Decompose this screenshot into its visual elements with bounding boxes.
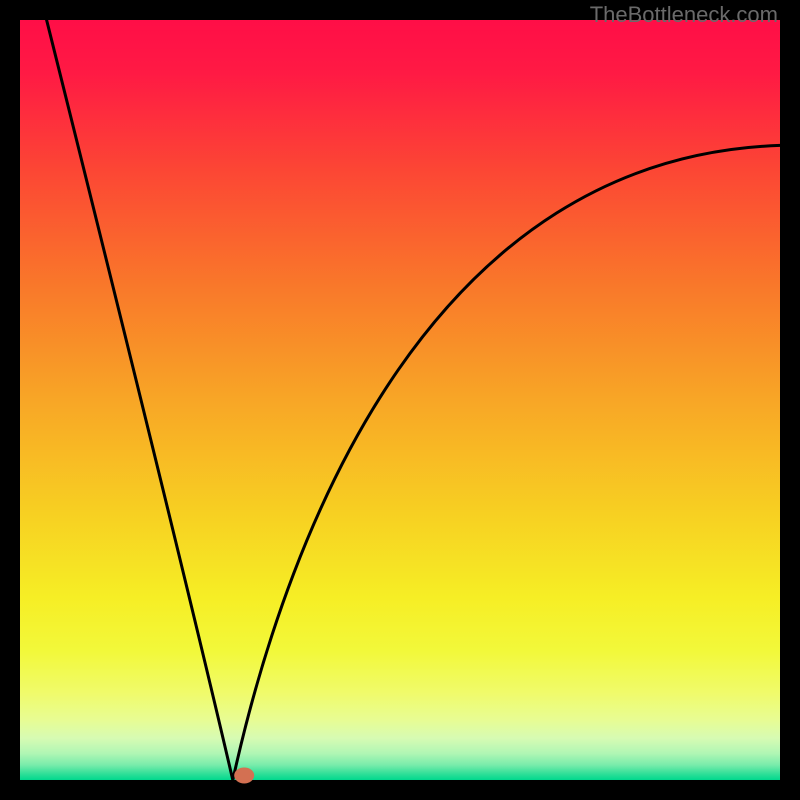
chart-stage: TheBottleneck.com: [0, 0, 800, 800]
watermark-text: TheBottleneck.com: [590, 2, 778, 28]
chart-gradient-background: [20, 20, 780, 780]
bottleneck-chart: [0, 0, 800, 800]
optimal-point-marker: [234, 767, 254, 783]
